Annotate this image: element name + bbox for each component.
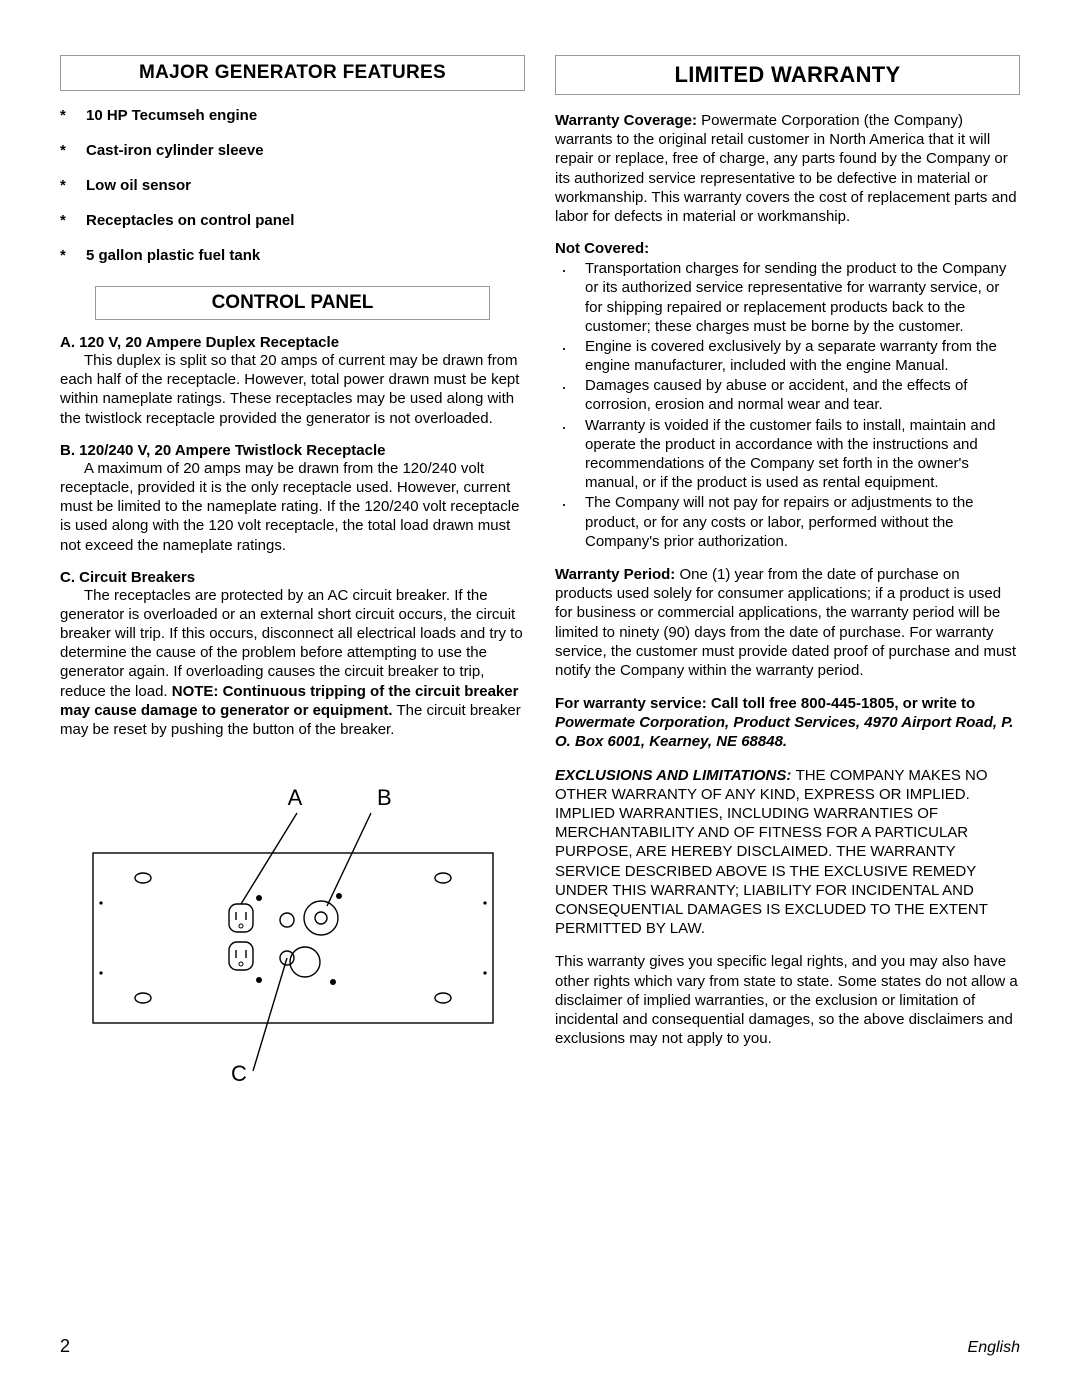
item-c-body: The receptacles are protected by an AC c… — [60, 586, 525, 740]
features-title: MAJOR GENERATOR FEATURES — [65, 62, 520, 84]
control-panel-title: CONTROL PANEL — [100, 292, 485, 314]
not-covered-label: Not Covered: — [555, 240, 1020, 257]
not-covered-item: Transportation charges for sending the p… — [555, 259, 1020, 336]
svg-text:A: A — [287, 785, 302, 810]
not-covered-list: Transportation charges for sending the p… — [555, 259, 1020, 551]
warranty-period: Warranty Period: One (1) year from the d… — [555, 565, 1020, 680]
item-b-body: A maximum of 20 amps may be drawn from t… — [60, 459, 525, 555]
item-a-title: A. 120 V, 20 Ampere Duplex Receptacle — [60, 334, 525, 351]
feature-item: Cast-iron cylinder sleeve — [86, 142, 525, 159]
control-panel-header: CONTROL PANEL — [95, 286, 490, 320]
page-language: English — [968, 1339, 1020, 1357]
feature-item: 5 gallon plastic fuel tank — [86, 247, 525, 264]
not-covered-item: The Company will not pay for repairs or … — [555, 493, 1020, 551]
page: MAJOR GENERATOR FEATURES 10 HP Tecumseh … — [0, 0, 1080, 1397]
not-covered-item: Damages caused by abuse or accident, and… — [555, 376, 1020, 414]
item-a-body: This duplex is split so that 20 amps of … — [60, 351, 525, 428]
page-number: 2 — [60, 1336, 70, 1357]
control-panel-diagram: A B C — [60, 773, 525, 1093]
svg-text:C: C — [231, 1061, 247, 1086]
right-column: LIMITED WARRANTY Warranty Coverage: Powe… — [555, 55, 1020, 1093]
feature-item: Low oil sensor — [86, 177, 525, 194]
warranty-service: For warranty service: Call toll free 800… — [555, 694, 1020, 752]
item-c-note-label: NOTE: — [172, 683, 223, 700]
period-label: Warranty Period: — [555, 566, 679, 583]
excl-body: THE COMPANY MAKES NO OTHER WARRANTY OF A… — [555, 767, 988, 938]
item-c-title: C. Circuit Breakers — [60, 569, 525, 586]
feature-item: Receptacles on control panel — [86, 212, 525, 229]
item-b: B. 120/240 V, 20 Ampere Twistlock Recept… — [60, 442, 525, 555]
item-c: C. Circuit Breakers The receptacles are … — [60, 569, 525, 740]
service-addr: Powermate Corporation, Product Services,… — [555, 714, 1013, 750]
diagram-svg: A B C — [73, 773, 513, 1093]
columns: MAJOR GENERATOR FEATURES 10 HP Tecumseh … — [60, 55, 1020, 1093]
left-column: MAJOR GENERATOR FEATURES 10 HP Tecumseh … — [60, 55, 525, 1093]
excl-label: EXCLUSIONS AND LIMITATIONS: — [555, 767, 796, 784]
coverage-label: Warranty Coverage: — [555, 112, 701, 129]
features-header: MAJOR GENERATOR FEATURES — [60, 55, 525, 91]
warranty-title: LIMITED WARRANTY — [560, 62, 1015, 88]
service-pre: For warranty service: Call toll free 800… — [555, 695, 975, 712]
warranty-header: LIMITED WARRANTY — [555, 55, 1020, 95]
warranty-coverage: Warranty Coverage: Powermate Corporation… — [555, 111, 1020, 226]
feature-list: 10 HP Tecumseh engine Cast-iron cylinder … — [60, 107, 525, 264]
feature-item: 10 HP Tecumseh engine — [86, 107, 525, 124]
exclusions: EXCLUSIONS AND LIMITATIONS: THE COMPANY … — [555, 766, 1020, 939]
page-footer: 2 English — [60, 1336, 1020, 1357]
item-b-title: B. 120/240 V, 20 Ampere Twistlock Recept… — [60, 442, 525, 459]
item-a: A. 120 V, 20 Ampere Duplex Receptacle Th… — [60, 334, 525, 428]
legal-rights: This warranty gives you specific legal r… — [555, 952, 1020, 1048]
not-covered-item: Engine is covered exclusively by a separ… — [555, 337, 1020, 375]
svg-text:B: B — [377, 785, 392, 810]
not-covered-item: Warranty is voided if the customer fails… — [555, 416, 1020, 493]
